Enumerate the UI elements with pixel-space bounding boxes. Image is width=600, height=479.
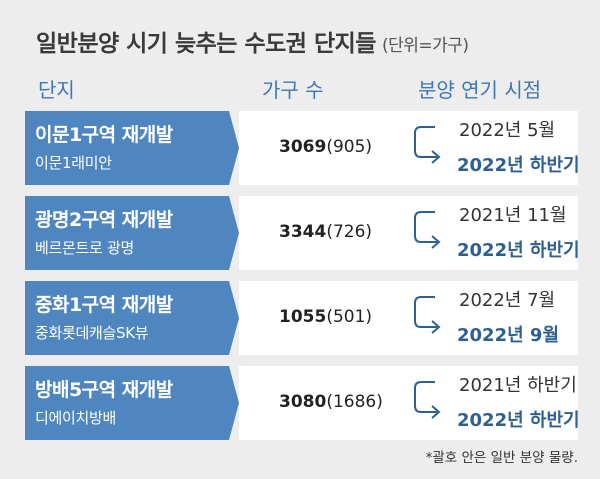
complex-name-box: 중화1구역 재개발 중화롯데캐슬SK뷰	[25, 281, 239, 355]
apartment-name: 디에이치방배	[35, 409, 117, 427]
curved-arrow-icon	[414, 126, 441, 164]
row-body: 3080(1686) 2021년 하반기 2022년 하반기	[239, 366, 580, 440]
original-schedule: 2022년 5월	[459, 120, 556, 141]
table-header: 단지 가구 수 분양 연기 시점	[0, 74, 600, 104]
row-body: 3069(905) 2022년 5월 2022년 하반기	[239, 111, 580, 185]
apartment-name: 베르몬트로 광명	[35, 239, 134, 257]
original-schedule: 2022년 7월	[459, 290, 556, 311]
complex-name-box: 방배5구역 재개발 디에이치방배	[25, 366, 239, 440]
table-row: 중화1구역 재개발 중화롯데캐슬SK뷰 1055(501) 2022년 7월 2…	[25, 281, 578, 355]
row-body: 1055(501) 2022년 7월 2022년 9월	[239, 281, 578, 355]
complex-name-box: 이문1구역 재개발 이문1래미안	[25, 111, 239, 185]
total-units: 3080	[279, 392, 327, 412]
page-title: 일반분양 시기 늦추는 수도권 단지들 (단위=가구)	[36, 24, 469, 58]
sale-units: (501)	[326, 307, 373, 327]
total-units: 3344	[279, 222, 327, 242]
unit-count: 3080(1686)	[279, 392, 383, 412]
unit-count: 3069(905)	[279, 137, 372, 157]
curved-arrow-icon	[414, 296, 441, 334]
unit-count: 1055(501)	[279, 307, 372, 327]
header-schedule: 분양 연기 시점	[418, 78, 542, 102]
curved-arrow-icon	[414, 381, 441, 419]
original-schedule: 2021년 하반기	[459, 375, 577, 396]
postponed-schedule: 2022년 9월	[457, 325, 560, 346]
postponed-schedule: 2022년 하반기	[457, 410, 580, 431]
title-text: 일반분양 시기 늦추는 수도권 단지들	[36, 31, 376, 57]
sale-units: (1686)	[326, 392, 383, 412]
sale-units: (726)	[326, 222, 373, 242]
unit-label: (단위=가구)	[381, 36, 469, 56]
total-units: 1055	[279, 307, 327, 327]
complex-name: 광명2구역 재개발	[35, 209, 173, 231]
complex-name: 방배5구역 재개발	[35, 379, 173, 401]
sale-units: (905)	[326, 137, 373, 157]
apartment-name: 중화롯데캐슬SK뷰	[35, 324, 149, 342]
table-row: 이문1구역 재개발 이문1래미안 3069(905) 2022년 5월 2022…	[25, 111, 580, 185]
original-schedule: 2021년 11월	[459, 205, 567, 226]
total-units: 3069	[279, 137, 327, 157]
complex-name: 중화1구역 재개발	[35, 294, 173, 316]
curved-arrow-icon	[414, 211, 441, 249]
footnote: *괄호 안은 일반 분양 물량.	[425, 450, 578, 466]
apartment-name: 이문1래미안	[35, 154, 112, 172]
postponed-schedule: 2022년 하반기	[457, 155, 580, 176]
complex-name-box: 광명2구역 재개발 베르몬트로 광명	[25, 196, 239, 270]
table-row: 방배5구역 재개발 디에이치방배 3080(1686) 2021년 하반기 20…	[25, 366, 580, 440]
unit-count: 3344(726)	[279, 222, 372, 242]
postponed-schedule: 2022년 하반기	[457, 240, 580, 261]
header-units: 가구 수	[262, 78, 324, 102]
row-body: 3344(726) 2021년 11월 2022년 하반기	[239, 196, 580, 270]
complex-name: 이문1구역 재개발	[35, 124, 173, 146]
header-complex: 단지	[38, 78, 75, 102]
table-row: 광명2구역 재개발 베르몬트로 광명 3344(726) 2021년 11월 2…	[25, 196, 580, 270]
